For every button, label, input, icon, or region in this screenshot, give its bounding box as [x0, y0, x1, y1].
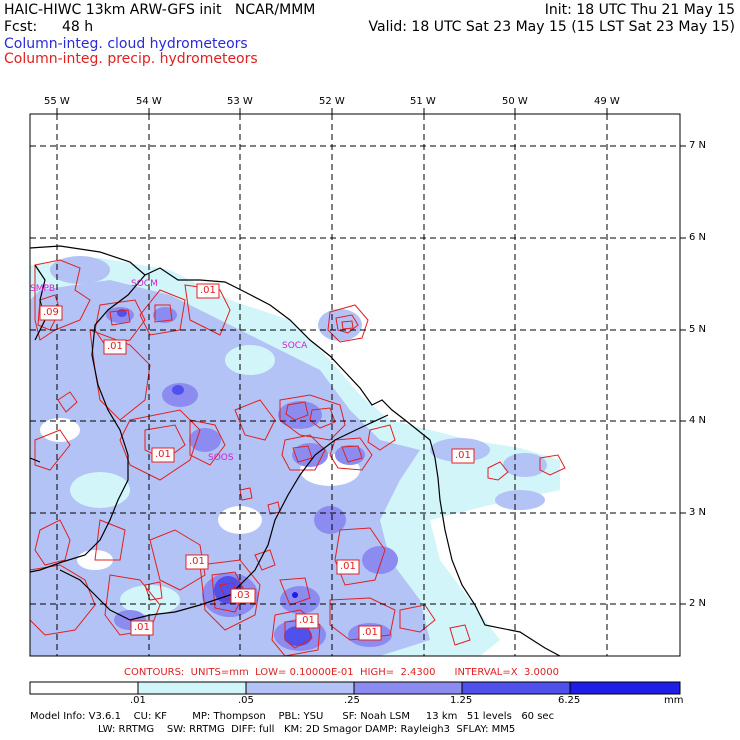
contour-info: CONTOURS: UNITS=mm LOW= 0.10000E-01 HIGH…	[124, 667, 559, 678]
lon-label: 54 W	[136, 96, 162, 107]
contour-label: .01	[200, 285, 216, 296]
init-time: Init: 18 UTC Thu 21 May 15	[544, 2, 735, 18]
contour-label: .03	[234, 590, 250, 601]
station-label: SOOS	[208, 453, 234, 463]
model-info-line1: Model Info: V3.6.1 CU: KF MP: Thompson P…	[30, 711, 555, 722]
lat-label: 6 N	[689, 232, 707, 243]
lon-label: 53 W	[227, 96, 253, 107]
station-label: SOCA	[282, 341, 308, 351]
coastline	[30, 245, 561, 656]
lon-label: 51 W	[410, 96, 436, 107]
contour-label: .09	[43, 307, 59, 318]
latlon-grid	[30, 114, 680, 656]
contour-label: .01	[299, 615, 315, 626]
lon-label: 50 W	[502, 96, 528, 107]
map-frame	[29, 113, 681, 657]
cloud-shading	[30, 256, 560, 656]
lat-label: 5 N	[689, 324, 707, 335]
contour-label: .01	[189, 556, 205, 567]
contour-label: .01	[107, 341, 123, 352]
colorbar-units: mm	[664, 695, 684, 706]
model-info-line2: LW: RRTMG SW: RRTMG DIFF: full KM: 2D Sm…	[98, 724, 516, 735]
forecast-hour: 48 h	[62, 19, 94, 35]
lat-label: 3 N	[689, 507, 707, 518]
frame-ticks	[56, 108, 686, 605]
lon-label: 52 W	[319, 96, 345, 107]
station-label: SOCM	[131, 279, 158, 289]
colorbar-level: 1.25	[450, 695, 473, 706]
colorbar	[29, 681, 681, 695]
colorbar-level: 6.25	[558, 695, 581, 706]
forecast-label: Fcst:	[4, 19, 38, 35]
lon-label: 49 W	[594, 96, 620, 107]
plot-title: HAIC-HIWC 13km ARW-GFS init NCAR/MMM	[4, 2, 316, 18]
station-label: SMPB	[30, 284, 56, 294]
lon-label: 55 W	[44, 96, 70, 107]
lat-label: 2 N	[689, 598, 707, 609]
valid-time: Valid: 18 UTC Sat 23 May 15 (15 LST Sat …	[368, 19, 735, 35]
precip-field-label: Column-integ. precip. hydrometeors	[4, 51, 258, 67]
contour-label: .01	[455, 450, 471, 461]
lat-label: 7 N	[689, 140, 707, 151]
contour-label: .01	[134, 622, 150, 633]
contour-label-boxes	[39, 283, 475, 641]
cloud-field-label: Column-integ. cloud hydrometeors	[4, 36, 248, 52]
contour-label: .01	[155, 449, 171, 460]
colorbar-level: .25	[344, 695, 360, 706]
contour-label: .01	[340, 561, 356, 572]
colorbar-level: .05	[238, 695, 254, 706]
contour-label: .01	[362, 627, 378, 638]
lat-label: 4 N	[689, 415, 707, 426]
colorbar-level: .01	[130, 695, 146, 706]
